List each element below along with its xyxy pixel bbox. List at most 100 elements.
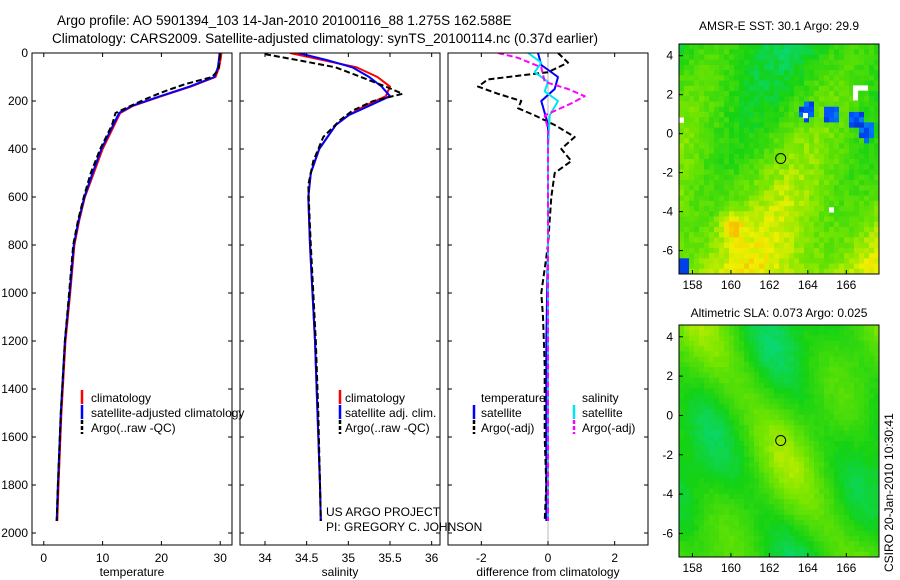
map-cell: [714, 388, 720, 394]
map-cell: [689, 237, 695, 244]
map-cell: [779, 111, 785, 118]
map-cell: [869, 483, 875, 489]
map-cell: [734, 122, 740, 129]
map-cell: [824, 132, 830, 139]
map-cell: [679, 340, 685, 347]
map-cell: [794, 430, 800, 437]
map-cell: [764, 530, 770, 537]
map-cell: [704, 49, 710, 55]
map-cell: [734, 499, 740, 505]
map-cell: [794, 456, 800, 463]
map-cell: [829, 91, 835, 97]
map-cell: [719, 138, 725, 144]
map-cell: [824, 221, 830, 228]
map-cell: [749, 535, 755, 542]
legend-label-temp-argo: Argo(-adj): [481, 421, 534, 435]
map-cell: [864, 462, 870, 468]
map-cell: [794, 106, 800, 113]
map-cell: [754, 44, 760, 50]
map-cell: [819, 70, 825, 76]
map-cell: [839, 242, 845, 249]
map-cell: [694, 414, 700, 421]
map-cell: [684, 91, 690, 97]
map-cell: [704, 456, 710, 463]
map-cell: [774, 195, 780, 202]
map-cell: [819, 467, 825, 474]
map-cell: [839, 467, 845, 474]
map-cell: [794, 467, 800, 474]
map-cell: [689, 483, 695, 489]
map-cell: [769, 520, 775, 526]
map-cell: [814, 91, 820, 97]
map-cell: [774, 509, 780, 516]
map-cell: [814, 551, 820, 557]
map-cell: [779, 195, 785, 202]
map-cell: [809, 159, 815, 165]
map-cell: [739, 179, 745, 186]
map-cell: [689, 96, 695, 102]
map-cell: [834, 346, 840, 352]
map-cell: [794, 132, 800, 139]
map-cell: [864, 446, 870, 452]
map-cell: [839, 367, 845, 373]
map-cell: [869, 75, 875, 81]
map-cell: [789, 174, 795, 181]
map-cell: [739, 70, 745, 76]
map-cell: [784, 132, 790, 139]
map-cell: [799, 106, 805, 113]
map-cell: [859, 221, 865, 228]
map-cell: [789, 122, 795, 129]
map-cell: [779, 472, 785, 479]
map-cell: [774, 409, 780, 416]
map-cell: [799, 242, 805, 249]
map-cell: [834, 483, 840, 489]
map-cell: [854, 159, 860, 165]
map-cell: [809, 44, 815, 50]
map-cell: [679, 483, 685, 489]
map-cell: [819, 132, 825, 139]
map-cell: [809, 398, 815, 405]
map-cell: [869, 499, 875, 505]
map-cell: [729, 462, 735, 468]
map-cell: [819, 111, 825, 118]
map-cell: [789, 148, 795, 155]
map-cell: [784, 419, 790, 426]
map-cell: [754, 153, 760, 160]
map-cell: [819, 514, 825, 521]
map-cell: [814, 221, 820, 228]
map-cell: [844, 247, 850, 254]
map-cell: [829, 462, 835, 468]
map-cell: [769, 70, 775, 76]
map-cell: [694, 425, 700, 431]
map-cell: [704, 117, 710, 123]
map-cell: [874, 54, 879, 61]
map-cell: [704, 221, 710, 228]
x-tick-label: 0: [545, 551, 552, 565]
map-cell: [819, 404, 825, 410]
map-cell: [689, 174, 695, 181]
map-cell: [729, 49, 735, 55]
map-cell: [749, 127, 755, 134]
map-cell: [804, 535, 810, 542]
map-cell: [854, 80, 860, 87]
map-cell: [684, 185, 690, 191]
map-cell: [844, 451, 850, 458]
map-cell: [704, 127, 710, 134]
map-cell: [784, 127, 790, 134]
map-cell: [774, 237, 780, 244]
map-cell: [684, 356, 690, 363]
map-cell: [854, 122, 860, 129]
map-cell: [759, 153, 765, 160]
map-cell: [819, 535, 825, 542]
map-cell: [789, 393, 795, 400]
map-cell: [759, 242, 765, 249]
map-cell: [804, 504, 810, 510]
map-cell: [734, 514, 740, 521]
map-cell: [824, 351, 830, 358]
map-cell: [714, 409, 720, 416]
map-cell: [764, 190, 770, 196]
map-cell: [779, 75, 785, 81]
map-cell: [794, 493, 800, 500]
map-cell: [874, 258, 879, 264]
map-cell: [769, 351, 775, 358]
